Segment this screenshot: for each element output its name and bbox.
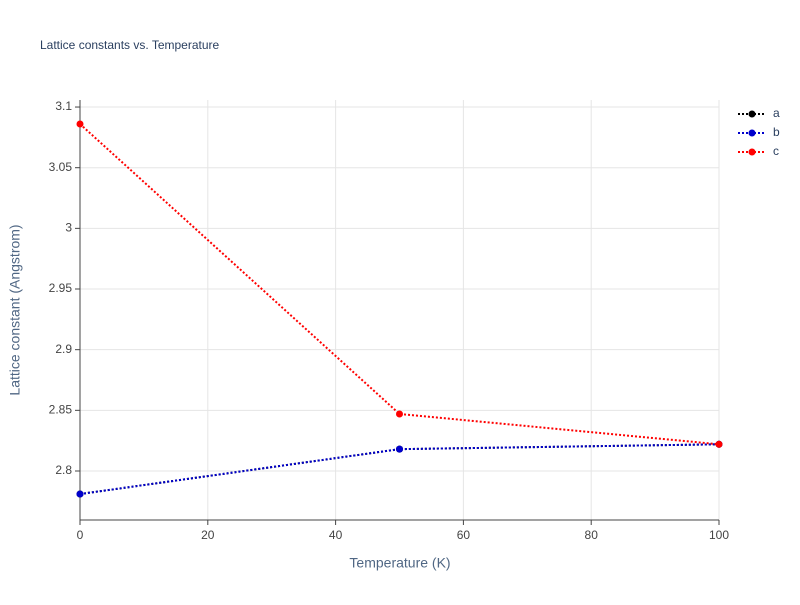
x-tick-label: 60 [457,528,471,542]
legend-label: b [773,125,780,139]
y-tick-label: 3.1 [55,99,72,113]
series-line [79,123,720,446]
y-tick-label: 2.9 [55,342,72,356]
y-tick-label: 2.95 [49,281,73,295]
data-point [76,490,84,498]
x-tick-label: 0 [77,528,84,542]
x-tick-label: 20 [201,528,215,542]
data-point [76,120,84,128]
y-axis-title: Lattice constant (Angstrom) [7,224,23,395]
chart-title: Lattice constants vs. Temperature [40,38,220,52]
legend-marker [748,129,756,137]
x-tick-label: 40 [329,528,343,542]
x-tick-label: 80 [585,528,599,542]
legend-label: c [773,144,779,158]
y-tick-label: 2.85 [49,403,73,417]
x-axis-title: Temperature (K) [349,555,450,571]
y-tick-label: 3.05 [49,160,73,174]
y-tick-label: 2.8 [55,463,72,477]
data-point [715,440,723,448]
x-tick-label: 100 [709,528,729,542]
y-tick-label: 3 [65,221,72,235]
legend-marker [748,110,756,118]
legend-marker [748,148,756,156]
data-point [396,445,403,453]
data-point [396,410,403,418]
legend-label: a [773,106,780,120]
